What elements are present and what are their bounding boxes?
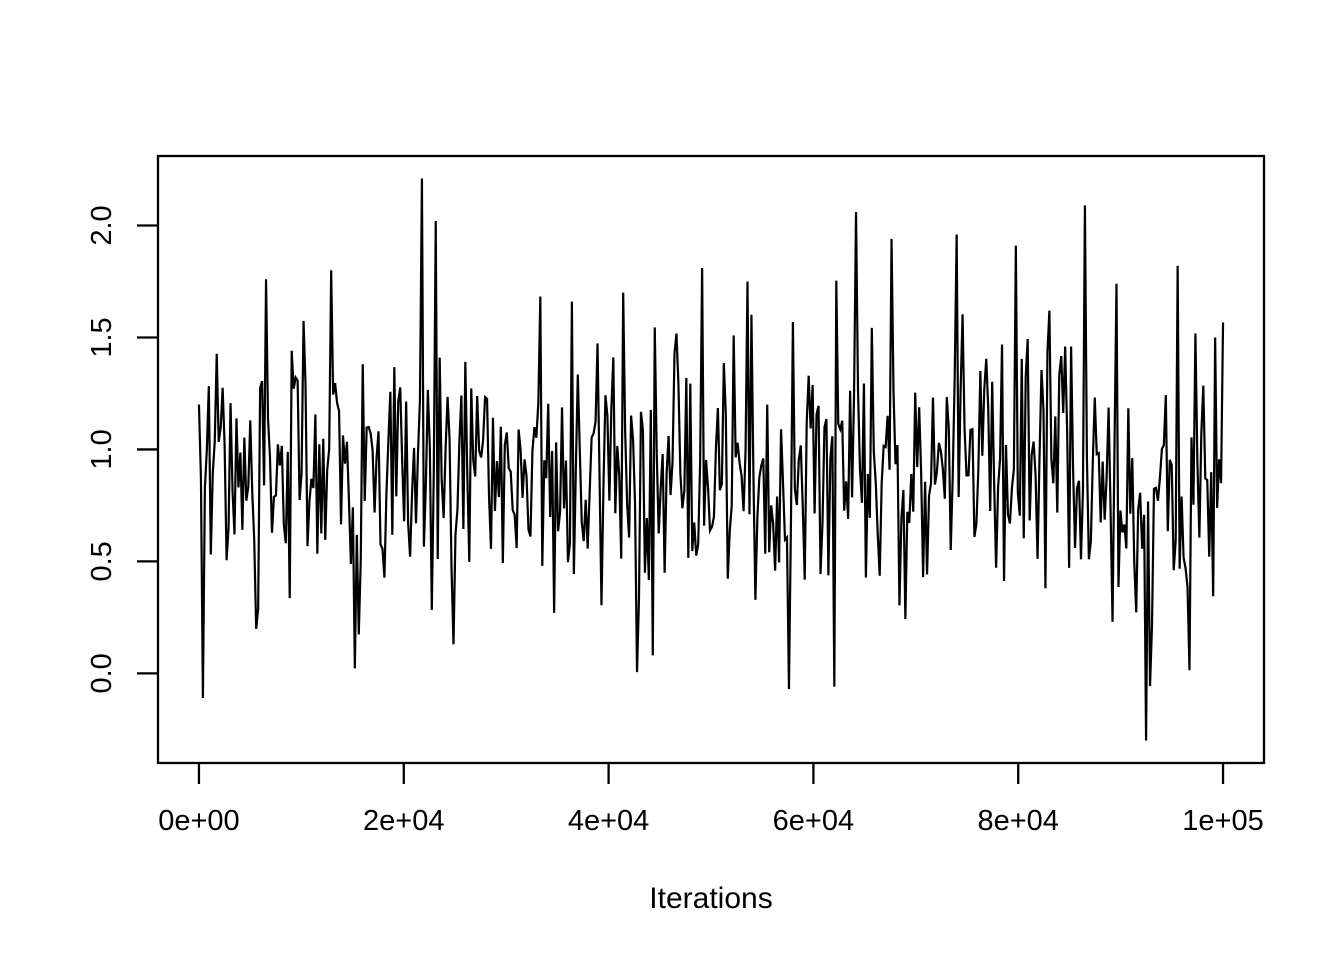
x-axis-tick-label-0: 0e+00 xyxy=(158,805,239,837)
x-axis-tick-label-2: 4e+04 xyxy=(568,805,649,837)
y-axis-tick-label-4: 2.0 xyxy=(86,205,118,245)
plot-box xyxy=(156,154,1266,765)
x-axis-tick-label-3: 6e+04 xyxy=(773,805,854,837)
y-axis-tick-label-1: 0.5 xyxy=(86,541,118,581)
x-axis-tick-label-1: 2e+04 xyxy=(363,805,444,837)
x-axis-tick-label-4: 8e+04 xyxy=(977,805,1058,837)
y-axis-tick-label-0: 0.0 xyxy=(86,653,118,693)
trace-line-posterior-trace xyxy=(197,178,1225,741)
x-axis-title: Iterations xyxy=(649,882,772,915)
x-axis-tick-label-5: 1e+05 xyxy=(1182,805,1263,837)
y-axis-tick-label-2: 1.0 xyxy=(86,429,118,469)
y-axis-tick-label-3: 1.5 xyxy=(86,317,118,357)
